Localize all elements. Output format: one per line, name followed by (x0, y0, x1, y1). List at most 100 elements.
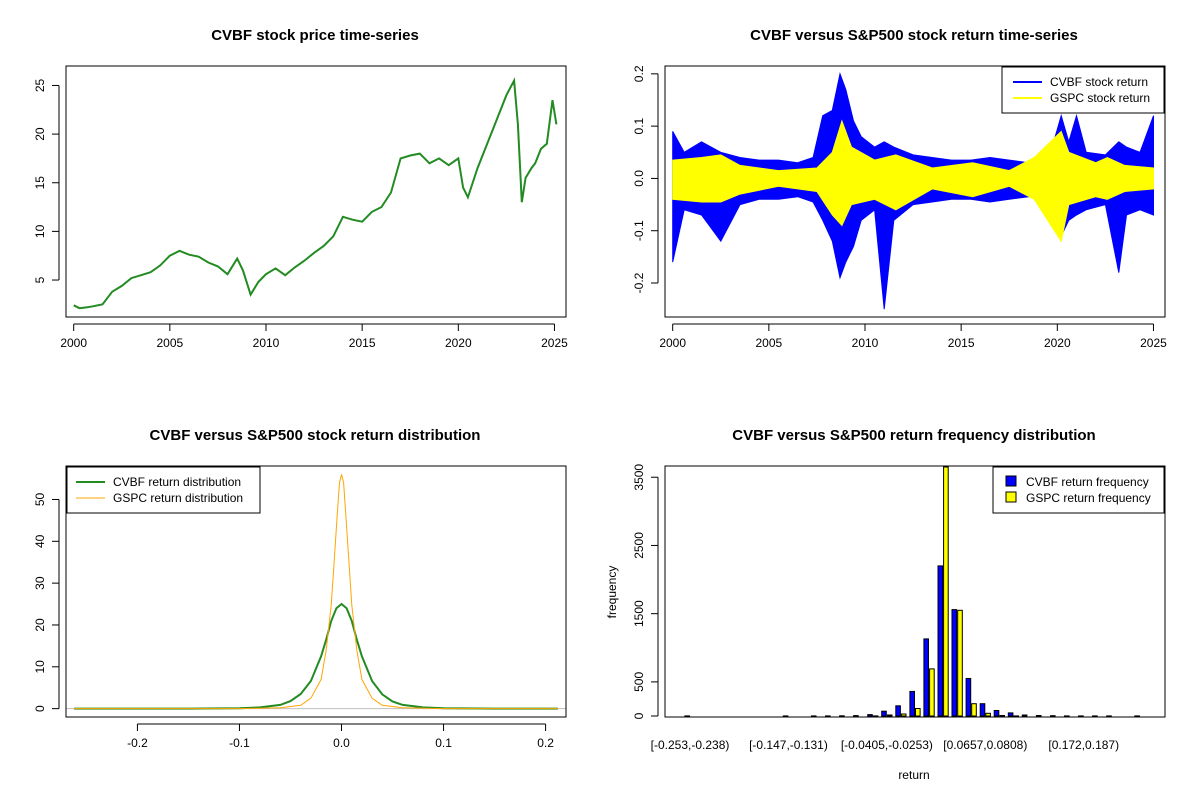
returns-y-tick-label: -0.1 (632, 220, 646, 241)
returns-y-tick-label: 0.2 (632, 65, 646, 82)
frequency-bar-cvbf (1007, 712, 1014, 717)
returns-x-tick-label: 2020 (1044, 336, 1071, 350)
frequency-legend-box (992, 466, 1165, 514)
frequency-bar-cvbf (909, 690, 916, 717)
returns-x-tick-label: 2000 (659, 336, 686, 350)
density-y-tick-label: 10 (33, 660, 47, 674)
price-x-tick-label: 2000 (60, 336, 87, 350)
density-x-tick-label: -0.2 (127, 736, 148, 750)
price-y-tick-label: 20 (33, 127, 47, 141)
density-legend-label-cvbf: CVBF return distribution (113, 475, 241, 489)
returns-y-tick-label: 0.0 (632, 170, 646, 187)
returns-legend: CVBF stock return GSPC stock return (1001, 66, 1165, 114)
frequency-x-tick-label: [-0.0405,-0.0253) (841, 738, 933, 752)
frequency-x-tick-label: [-0.253,-0.238) (651, 738, 730, 752)
frequency-y-tick-label: 2500 (632, 532, 646, 559)
panel-frequency: CVBF versus S&P500 return frequency dist… (605, 427, 1166, 782)
density-series-line-gspc (74, 474, 558, 710)
frequency-y-axis-label: frequency (605, 566, 619, 619)
density-series-line-cvbf (74, 602, 558, 710)
frequency-bar-cvbf (951, 609, 958, 717)
returns-x-tick-label: 2025 (1140, 336, 1167, 350)
density-plot-frame (65, 465, 567, 718)
frequency-bar-gspc (957, 609, 963, 717)
frequency-y-tick-label: 3500 (632, 464, 646, 491)
density-legend-label-gspc: GSPC return distribution (113, 491, 243, 505)
price-chart-title: CVBF stock price time-series (211, 27, 419, 44)
price-y-tick-label: 15 (33, 176, 47, 190)
frequency-bar-gspc (971, 703, 977, 717)
returns-chart-title: CVBF versus S&P500 stock return time-ser… (750, 27, 1078, 44)
density-y-tick-label: 0 (33, 705, 47, 712)
returns-x-tick-label: 2005 (755, 336, 782, 350)
frequency-bar-cvbf (937, 565, 944, 717)
price-plot-frame (65, 65, 567, 318)
density-chart-title: CVBF versus S&P500 stock return distribu… (150, 427, 481, 444)
frequency-x-axis-label: return (898, 768, 929, 782)
returns-axes: 2000 2005 2010 2015 2020 2025 -0.2 -0.1 0.0 0.1 0.… (632, 65, 1167, 350)
frequency-axes: 0 500 1500 2500 3500 [-0.253,-0.238) [-0.147,-… (632, 464, 1119, 752)
frequency-bar-cvbf (895, 705, 901, 717)
returns-y-tick-label: 0.1 (632, 117, 646, 134)
returns-x-tick-label: 2010 (852, 336, 879, 350)
frequency-bar-cvbf (965, 678, 972, 717)
frequency-y-tick-label: 500 (632, 672, 646, 692)
frequency-bar-cvbf (923, 638, 930, 717)
price-y-tick-label: 5 (33, 276, 47, 283)
price-x-tick-label: 2010 (253, 336, 280, 350)
density-y-tick-label: 20 (33, 618, 47, 632)
price-x-tick-label: 2025 (541, 336, 568, 350)
frequency-bar-cvbf (993, 710, 1000, 717)
returns-plot-frame (664, 65, 1166, 318)
frequency-bar-cvbf (979, 703, 986, 717)
frequency-bar-cvbf (1021, 714, 1028, 717)
returns-x-tick-label: 2015 (948, 336, 975, 350)
returns-series-band-gspc (672, 119, 1154, 243)
frequency-x-tick-label: [0.0657,0.0808) (943, 738, 1027, 752)
price-x-tick-label: 2005 (156, 336, 183, 350)
density-legend-box (66, 466, 261, 514)
frequency-chart-title: CVBF versus S&P500 return frequency dist… (732, 427, 1095, 444)
frequency-bar-cvbf (867, 714, 873, 717)
density-y-tick-label: 30 (33, 576, 47, 590)
density-x-tick-label: 0.2 (537, 736, 554, 750)
frequency-bar-cvbf (1035, 715, 1042, 717)
price-y-tick-label: 10 (33, 224, 47, 238)
returns-legend-label-gspc: GSPC stock return (1050, 91, 1150, 105)
frequency-bar-gspc (915, 708, 921, 717)
panel-returns: CVBF versus S&P500 stock return time-ser… (632, 27, 1167, 350)
density-axes: -0.2 -0.1 0.0 0.1 0.2 0 10 20 30 40 50 (33, 492, 554, 750)
density-y-tick-label: 40 (33, 534, 47, 548)
frequency-y-tick-label: 1500 (632, 600, 646, 627)
frequency-plot-frame (664, 465, 1166, 718)
frequency-legend-swatch-gspc (1005, 491, 1017, 503)
returns-legend-label-cvbf: CVBF stock return (1050, 75, 1148, 89)
frequency-y-tick-label: 0 (632, 712, 646, 719)
returns-y-tick-label: -0.2 (632, 272, 646, 293)
frequency-bar-gspc (985, 712, 991, 717)
density-x-tick-label: 0.1 (435, 736, 452, 750)
price-x-tick-label: 2015 (349, 336, 376, 350)
panel-price: CVBF stock price time-series 2000 2005 201… (33, 27, 568, 350)
frequency-bar-layer (684, 466, 1140, 717)
density-x-tick-label: -0.1 (229, 736, 250, 750)
price-line-layer (73, 77, 558, 310)
density-legend: CVBF return distribution GSPC return dis… (66, 466, 261, 514)
frequency-x-tick-label: [0.172,0.187) (1048, 738, 1119, 752)
density-line-layer (66, 474, 566, 710)
frequency-bar-gspc (943, 466, 949, 717)
density-y-tick-label: 50 (33, 492, 47, 506)
frequency-legend-swatch-cvbf (1005, 475, 1017, 487)
price-series-line (73, 77, 558, 310)
frequency-x-tick-label: [-0.147,-0.131) (749, 738, 828, 752)
frequency-legend: CVBF return frequency GSPC return freque… (992, 466, 1165, 514)
returns-legend-box (1001, 66, 1165, 114)
frequency-legend-label-gspc: GSPC return frequency (1026, 491, 1151, 505)
frequency-bar-gspc (929, 668, 935, 717)
density-x-tick-label: 0.0 (333, 736, 350, 750)
price-x-tick-label: 2020 (445, 336, 472, 350)
frequency-bar-cvbf (881, 710, 887, 717)
frequency-legend-label-cvbf: CVBF return frequency (1026, 475, 1149, 489)
